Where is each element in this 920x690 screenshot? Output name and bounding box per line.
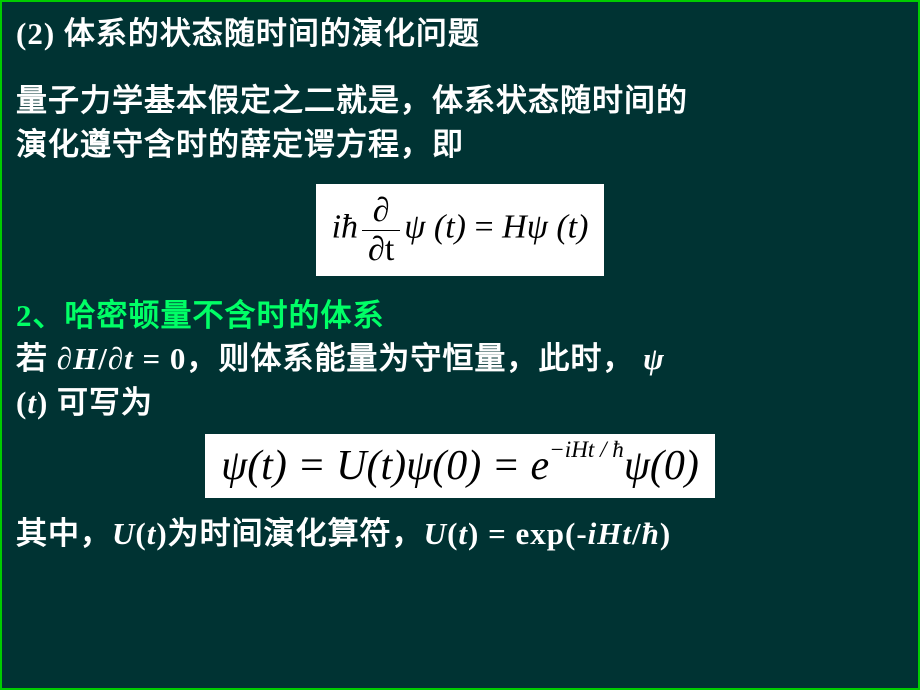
para2-b: = 0，则体系能量为守恒量，此时， (134, 341, 643, 376)
para2-dH: ∂H (57, 341, 98, 376)
para1-line1: 量子力学基本假定之二就是，体系状态随时间的 (16, 79, 904, 122)
para2-c: ( (16, 385, 27, 420)
para1-line2: 演化遵守含时的薛定谔方程，即 (16, 123, 904, 166)
eq1-num: ∂ (362, 192, 400, 230)
eq1-rhs: Hψ (t) (502, 209, 588, 246)
heading: (2) 体系的状态随时间的演化问题 (16, 12, 904, 55)
equation1: iħ∂∂tψ (t) = Hψ (t) (316, 184, 605, 276)
para3-a: 其中， (16, 516, 112, 551)
eq2-lhs: ψ(t) = U(t)ψ(0) = e (221, 443, 549, 489)
spacer (16, 55, 904, 79)
para3-d: ( (447, 516, 458, 551)
eq1-lhs-prefix: iħ (332, 209, 358, 246)
eq1-den: ∂t (362, 231, 400, 268)
equation2-container: ψ(t) = U(t)ψ(0) = e−iHt / ħψ(0) (16, 434, 904, 498)
para3: 其中，U(t)为时间演化算符，U(t) = exp(-iHt/ħ) (16, 512, 904, 555)
para2-dt: ∂t (108, 341, 134, 376)
para2-d: ) 可写为 (37, 385, 153, 420)
section2-num: 2、 (16, 298, 65, 333)
para3-iHt: iHt (588, 516, 632, 551)
para2-a: 若 (16, 341, 57, 376)
para3-f: / (632, 516, 642, 551)
para3-U1: U (112, 516, 135, 551)
section2-heading: 2、哈密顿量不含时的体系 (16, 294, 904, 337)
para3-b: ( (135, 516, 146, 551)
para2: 若 ∂H/∂t = 0，则体系能量为守恒量，此时， ψ (16, 337, 904, 380)
equation2: ψ(t) = U(t)ψ(0) = e−iHt / ħψ(0) (205, 434, 715, 498)
para2-psi: ψ (643, 341, 665, 376)
eq2-rhs: ψ(0) (624, 443, 699, 489)
eq1-psi1: ψ (t) (404, 209, 466, 246)
para2-line2: (t) 可写为 (16, 381, 904, 424)
para3-g: ) (660, 516, 671, 551)
equation1-container: iħ∂∂tψ (t) = Hψ (t) (16, 184, 904, 276)
para3-t1: t (147, 516, 157, 551)
para3-hbar: ħ (642, 516, 660, 551)
para2-slash: / (98, 341, 108, 376)
section2-title: 哈密顿量不含时的体系 (65, 298, 385, 333)
para3-U2: U (424, 516, 447, 551)
para3-c: )为时间演化算符， (156, 516, 423, 551)
para3-t2: t (458, 516, 468, 551)
para3-e: ) = exp(- (468, 516, 588, 551)
para2-t: t (27, 385, 37, 420)
eq1-eq: = (466, 209, 502, 246)
eq2-exp: −iHt / ħ (549, 436, 624, 462)
eq1-fraction: ∂∂t (362, 192, 400, 268)
